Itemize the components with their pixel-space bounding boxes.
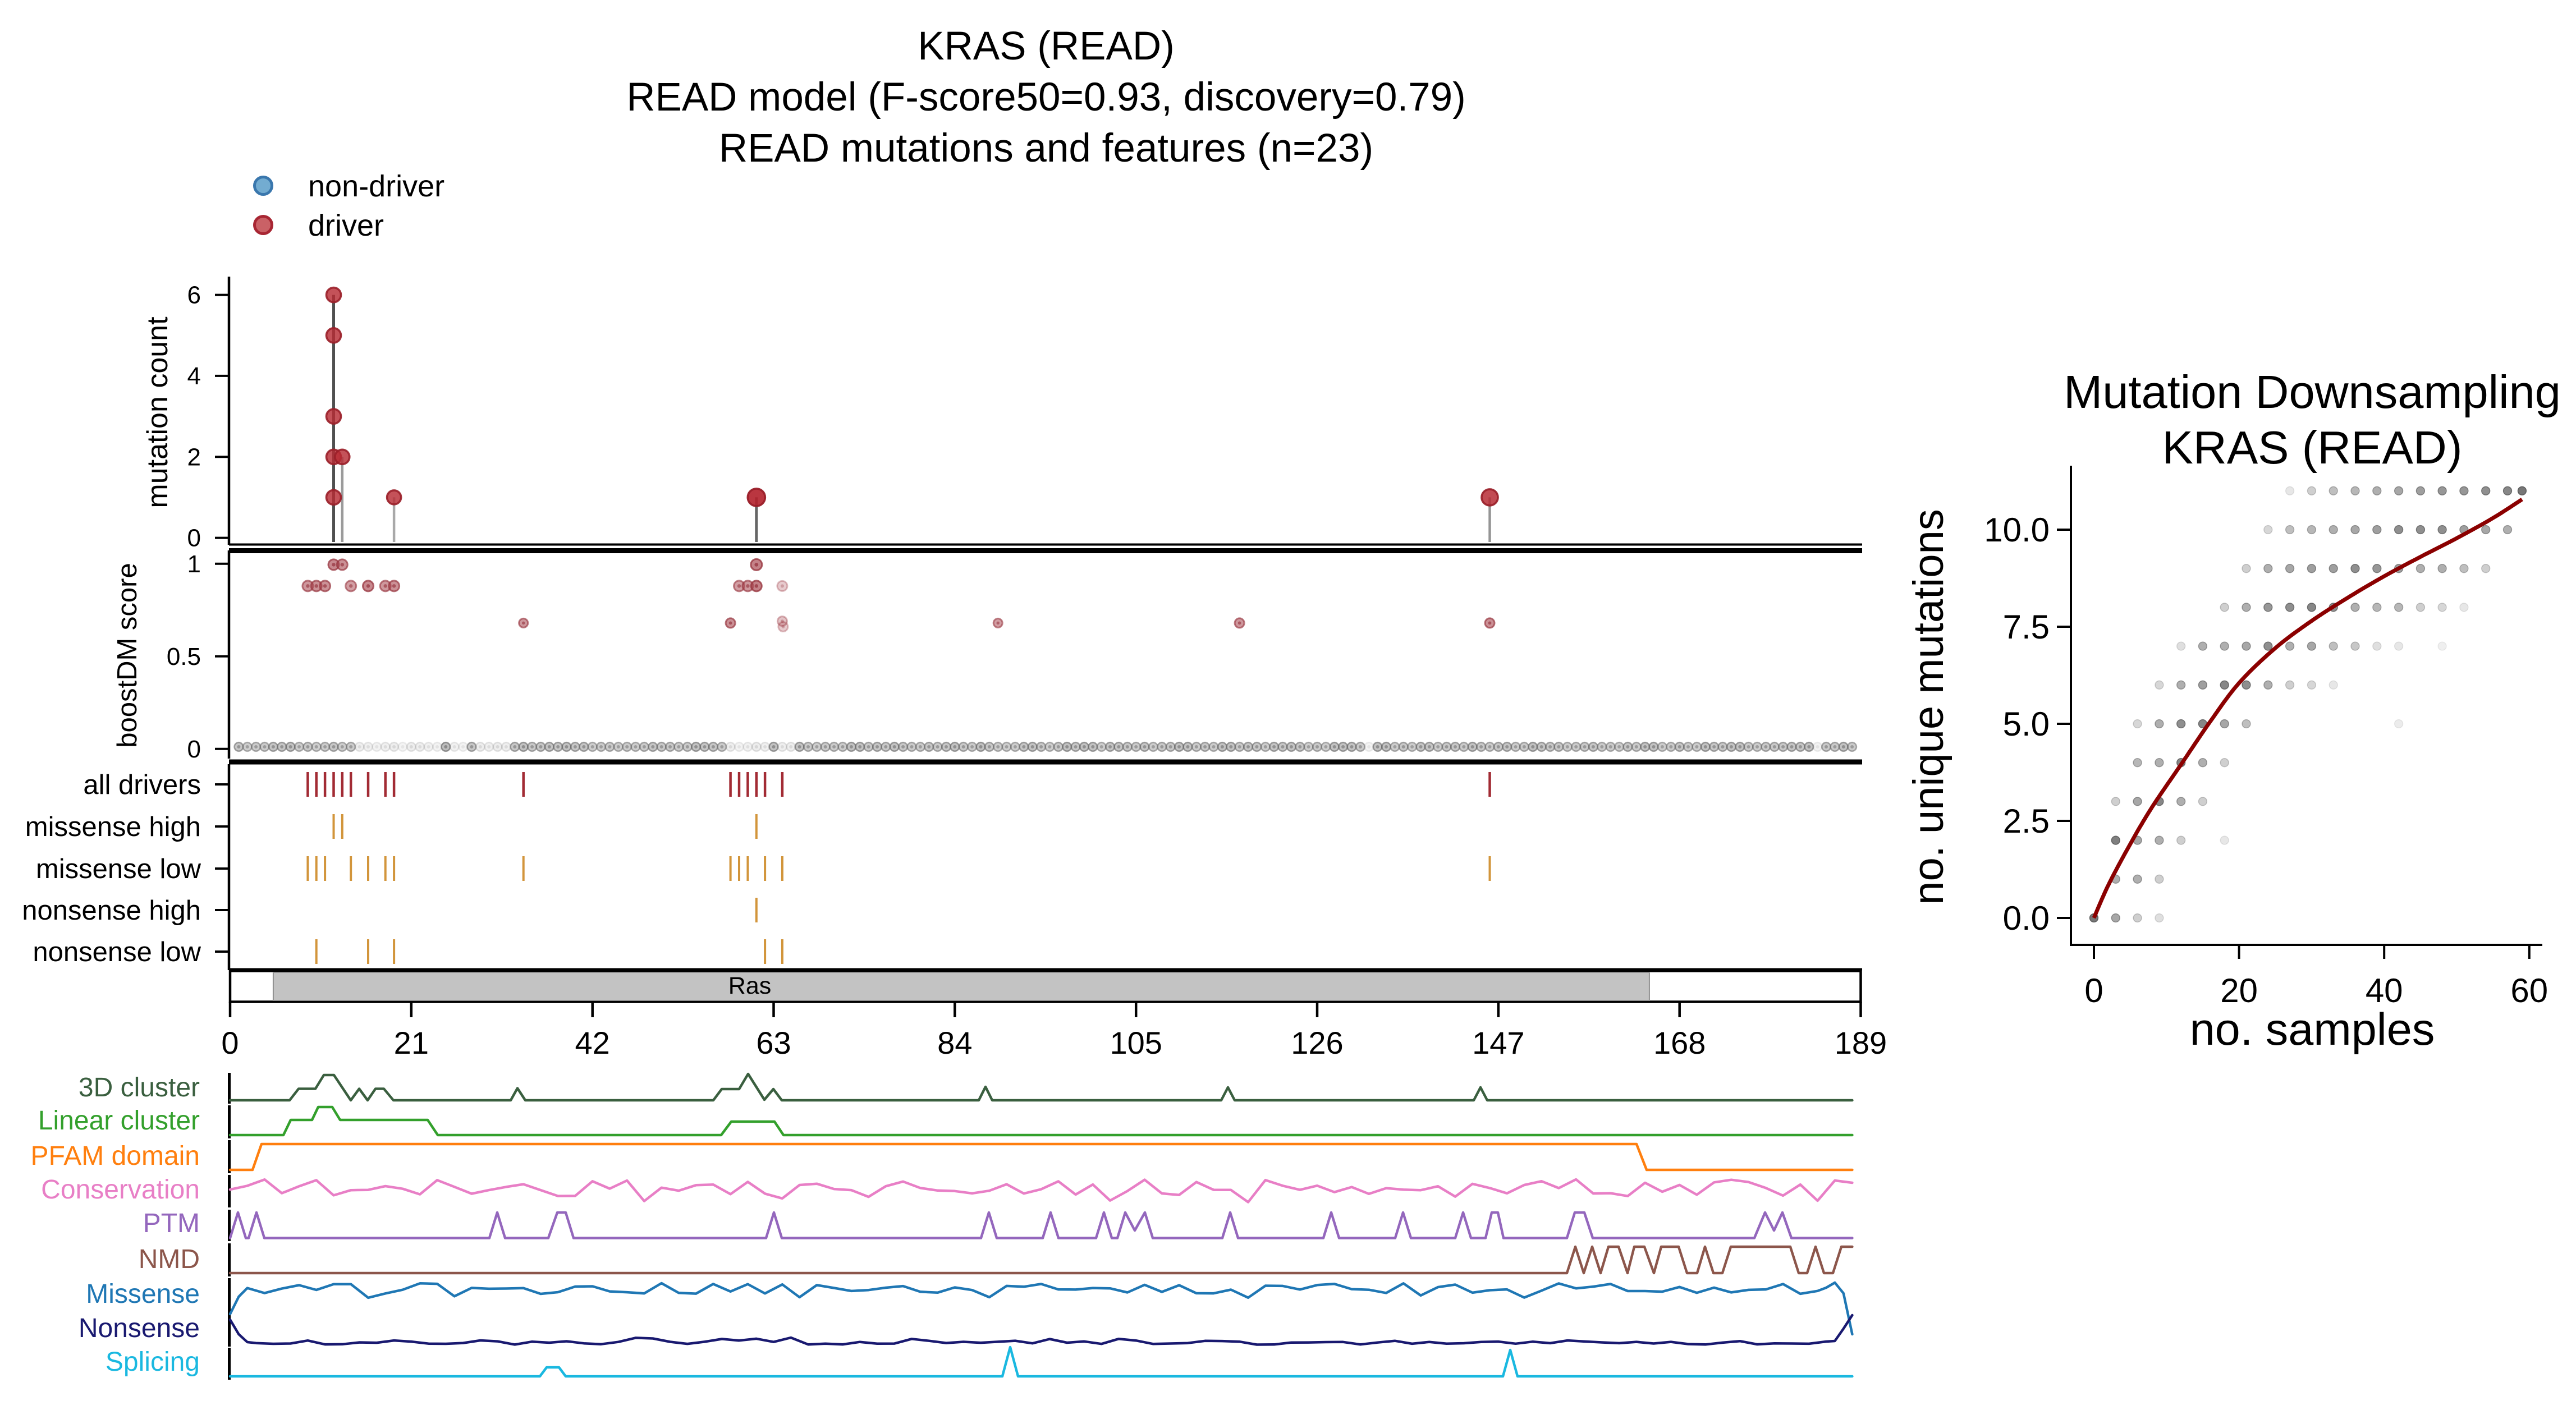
svg-text:Linear cluster: Linear cluster (38, 1106, 200, 1136)
svg-text:Mutation Downsampling: Mutation Downsampling (2064, 366, 2561, 418)
svg-text:nonsense low: nonsense low (33, 937, 201, 967)
svg-text:boostDM score: boostDM score (112, 563, 143, 748)
svg-text:no. unique mutations: no. unique mutations (1905, 509, 1952, 905)
svg-text:all drivers: all drivers (83, 770, 201, 800)
svg-text:non-driver: non-driver (308, 169, 444, 203)
svg-text:mutation count: mutation count (141, 316, 174, 508)
svg-text:driver: driver (308, 209, 384, 242)
svg-text:42: 42 (575, 1025, 610, 1060)
svg-text:2.5: 2.5 (2003, 802, 2050, 840)
svg-text:PTM: PTM (143, 1209, 200, 1238)
svg-text:missense low: missense low (36, 854, 201, 884)
svg-text:20: 20 (2220, 972, 2258, 1009)
svg-text:0: 0 (187, 525, 201, 552)
svg-text:10.0: 10.0 (1984, 511, 2050, 549)
svg-text:60: 60 (2510, 972, 2548, 1009)
svg-text:0.5: 0.5 (167, 643, 201, 670)
svg-text:READ mutations and features (n: READ mutations and features (n=23) (719, 126, 1373, 171)
svg-text:Splicing: Splicing (106, 1347, 200, 1377)
svg-text:168: 168 (1653, 1025, 1706, 1060)
svg-text:1: 1 (187, 550, 201, 578)
svg-text:PFAM domain: PFAM domain (31, 1141, 200, 1171)
svg-text:0: 0 (221, 1025, 239, 1060)
svg-text:0: 0 (187, 736, 201, 763)
svg-text:6: 6 (187, 282, 201, 309)
svg-text:63: 63 (756, 1025, 791, 1060)
svg-text:2: 2 (187, 443, 201, 471)
svg-text:4: 4 (187, 362, 201, 390)
svg-text:KRAS (READ): KRAS (READ) (918, 24, 1175, 68)
svg-text:126: 126 (1291, 1025, 1343, 1060)
svg-text:105: 105 (1110, 1025, 1162, 1060)
svg-text:READ model (F-score50=0.93, di: READ model (F-score50=0.93, discovery=0.… (626, 75, 1466, 120)
svg-text:0: 0 (2084, 972, 2103, 1009)
svg-text:3D cluster: 3D cluster (79, 1073, 200, 1103)
svg-text:Ras: Ras (728, 972, 771, 999)
svg-text:NMD: NMD (139, 1244, 200, 1274)
svg-text:84: 84 (937, 1025, 972, 1060)
svg-text:Missense: Missense (86, 1279, 200, 1309)
svg-text:no. samples: no. samples (2190, 1004, 2435, 1055)
svg-text:5.0: 5.0 (2003, 705, 2050, 743)
svg-text:147: 147 (1472, 1025, 1524, 1060)
svg-text:0.0: 0.0 (2003, 899, 2050, 937)
svg-text:KRAS (READ): KRAS (READ) (2162, 421, 2463, 474)
svg-text:189: 189 (1835, 1025, 1887, 1060)
svg-text:Nonsense: Nonsense (79, 1313, 200, 1343)
svg-text:21: 21 (394, 1025, 429, 1060)
svg-text:Conservation: Conservation (41, 1175, 200, 1205)
svg-text:missense high: missense high (25, 812, 201, 842)
svg-text:nonsense high: nonsense high (22, 895, 201, 926)
svg-text:40: 40 (2366, 972, 2403, 1009)
svg-text:7.5: 7.5 (2003, 608, 2050, 646)
